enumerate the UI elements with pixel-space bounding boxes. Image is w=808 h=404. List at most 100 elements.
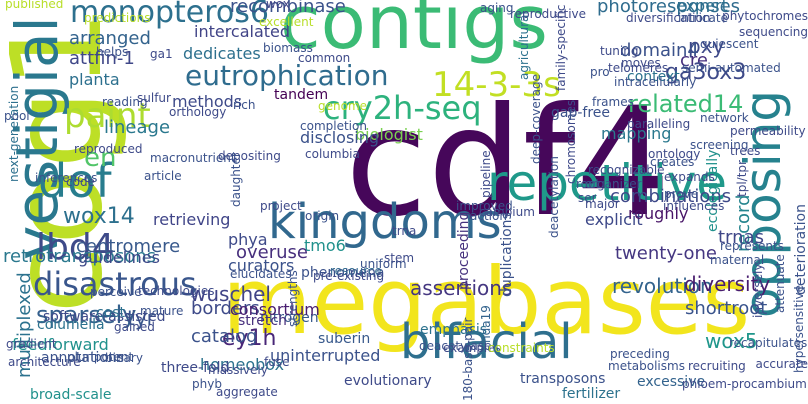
cloud-word: wuschel — [190, 282, 271, 306]
cloud-word: diversity — [684, 272, 771, 296]
cloud-word: inversely — [751, 263, 765, 318]
cloud-word: improved — [456, 199, 513, 213]
cloud-word: phyb — [192, 377, 222, 391]
cloud-word: mapping — [601, 124, 672, 143]
cloud-word: columella — [37, 317, 105, 333]
cloud-word: columbia — [305, 147, 360, 161]
cloud-word: creates — [650, 155, 695, 169]
cloud-word: related14 — [628, 90, 744, 118]
cloud-word: intercalated — [194, 22, 291, 41]
cloud-word: fuse — [264, 355, 290, 369]
cloud-word: emphasis — [420, 322, 488, 338]
cloud-word: predictions — [84, 11, 151, 25]
cloud-word: recruiting — [688, 359, 746, 373]
cloud-word: consortium — [230, 300, 320, 319]
cloud-word: roughly — [628, 204, 689, 223]
cloud-word: quiescent — [700, 37, 759, 51]
cloud-word: borders — [191, 298, 260, 319]
cloud-word: intricate — [678, 11, 728, 25]
cloud-word: reading — [102, 95, 148, 109]
cloud-word: prove — [664, 187, 699, 201]
cloud-word: phloem-procambium — [682, 377, 807, 391]
cloud-word: binary — [105, 351, 143, 365]
cloud-word: pre-existing — [313, 269, 385, 283]
cloud-word: three-fold — [161, 360, 230, 376]
cloud-word: tandem — [274, 87, 329, 103]
cloud-word: excellent — [259, 15, 314, 29]
cloud-word: recapitulates — [729, 336, 808, 350]
cloud-word: proceeding — [456, 211, 472, 290]
cloud-word: duplications — [499, 212, 515, 297]
cloud-word: expert — [676, 0, 728, 15]
cloud-word: megabases — [222, 248, 751, 355]
cloud-word: elucidates — [230, 267, 292, 281]
cloud-word: gap-free — [551, 105, 611, 121]
cloud-word: annotations — [41, 350, 125, 366]
cloud-word: dof — [38, 154, 112, 208]
cloud-word: accurate — [755, 357, 808, 371]
cloud-word: retrieving — [153, 210, 231, 229]
cloud-word: tmo6 — [304, 236, 346, 255]
cloud-word: uniform — [360, 257, 407, 271]
cloud-word: constraints — [488, 341, 555, 355]
cloud-word: deacetylase — [419, 339, 492, 353]
cloud-word: project — [260, 199, 302, 213]
cloud-word: explicit — [585, 210, 643, 229]
cloud-word: domain4 — [620, 40, 699, 61]
cloud-word: expands — [664, 170, 715, 184]
cloud-word: biomass — [263, 41, 313, 55]
cloud-word: reproductive — [510, 7, 587, 21]
cloud-word: en — [84, 143, 117, 173]
cloud-word: code — [66, 175, 95, 189]
cloud-word: uninterrupted — [270, 346, 381, 365]
cloud-word: homeobox — [200, 355, 285, 374]
cloud-word: ser — [578, 191, 597, 205]
cloud-word: pipeline — [479, 150, 493, 198]
cloud-word: biologist — [355, 125, 423, 144]
cloud-word: stem — [384, 251, 415, 265]
cloud-word: assertions — [410, 276, 513, 300]
cloud-word: lbd4 — [36, 227, 115, 268]
cloud-word: phytochromes — [722, 9, 808, 23]
cloud-word: context — [627, 69, 680, 85]
cloud-word: aggregate — [216, 385, 278, 399]
cloud-word: frames — [592, 95, 634, 109]
cloud-word: paralleling — [627, 117, 691, 131]
cloud-word: overuse — [236, 242, 308, 263]
cloud-word: dedicates — [183, 44, 261, 63]
cloud-word: planta — [69, 70, 120, 89]
cloud-word: macronutrient — [150, 151, 236, 165]
cloud-word: ey1h — [222, 326, 277, 351]
cloud-word: origin — [305, 209, 340, 223]
cloud-word: feedforward — [12, 335, 109, 354]
cloud-word: cost — [96, 305, 126, 321]
cloud-word: trees — [730, 144, 761, 158]
cloud-word: cry2h-seq — [323, 89, 482, 127]
cloud-word: reproduced — [74, 142, 143, 156]
cloud-word: cdf4 — [345, 76, 671, 250]
cloud-word: lineage — [104, 117, 171, 138]
cloud-word: deterioration — [793, 204, 808, 295]
cloud-word: pro — [590, 65, 610, 79]
cloud-word: photoresponses — [597, 0, 741, 17]
cloud-word: intracellularly — [614, 75, 697, 89]
cloud-word: wox14 — [63, 204, 135, 229]
cloud-word: wox — [266, 0, 290, 11]
cloud-word: evolutionary — [344, 373, 432, 389]
cloud-word: trnas — [718, 227, 764, 248]
cloud-word: twenty-one — [615, 243, 717, 264]
cloud-word: permeability — [730, 124, 806, 138]
cloud-word: phenomena — [301, 265, 385, 281]
cloud-word: attfin-1 — [69, 48, 135, 69]
cloud-word: article — [144, 169, 182, 183]
cloud-word: hda19 — [479, 305, 493, 343]
cloud-word: network — [700, 111, 749, 125]
cloud-word: 14-3-3s — [432, 65, 561, 105]
cloud-word: pool — [4, 109, 30, 123]
cloud-word: deep-coverage — [529, 73, 543, 164]
cloud-word: represents — [720, 239, 784, 253]
cloud-word: recognizable — [588, 163, 665, 177]
cloud-word: combinations — [610, 186, 732, 207]
cloud-word: kingdoms — [268, 194, 502, 250]
cloud-word: next-generation — [7, 85, 21, 182]
